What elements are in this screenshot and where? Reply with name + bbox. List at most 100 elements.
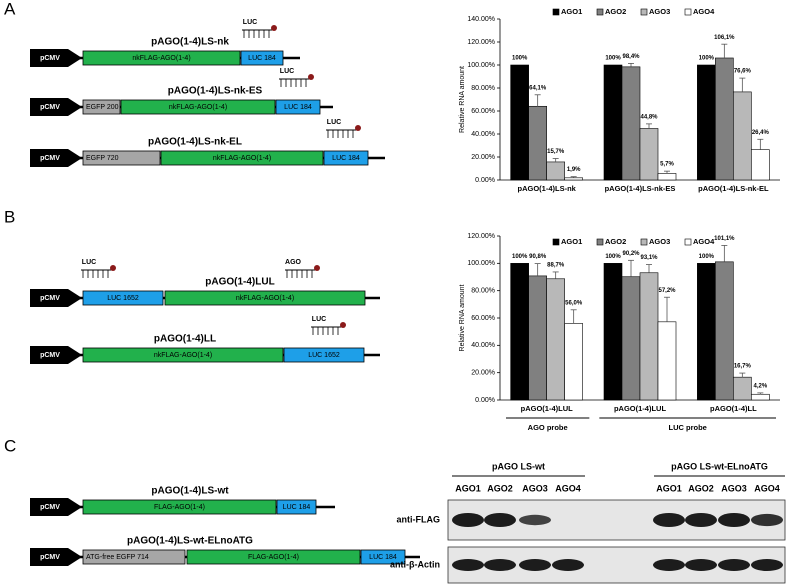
element-label: LUC 184 [332,155,360,162]
x-tick-label: pAGO(1-4)LS-nk [517,184,576,193]
element-box [323,150,369,166]
legend-label: AGO4 [693,7,715,16]
value-label: 100% [512,254,528,260]
element-box [82,99,121,115]
promoter-arrow [30,98,82,116]
construct-name: pAGO(1-4)LS-nk-ES [168,86,263,97]
element-box [186,549,361,565]
probe-label: LUC [327,119,341,126]
value-label: 5,7% [660,162,674,168]
bar [510,64,529,181]
value-label: 4,2% [753,383,767,389]
value-label: 100% [699,254,715,260]
promoter-arrow [30,289,82,307]
bar [603,263,623,401]
row-label: anti-FLAG [397,514,441,524]
element-box [82,290,164,306]
element-box [160,150,324,166]
x-tick-label: pAGO(1-4)LUL [521,404,573,413]
bar [546,278,565,401]
x-tick-label: pAGO(1-4)LUL [614,404,666,413]
bar [621,276,641,401]
element-box [276,499,317,515]
bar [657,321,677,401]
promoter-label: pCMV [40,104,60,111]
promoter-label: pCMV [40,295,60,302]
element-label: LUC 1652 [308,352,340,359]
value-label: 64,1% [529,85,547,91]
bar [733,376,752,401]
construct-name: pAGO(1-4)LS-nk-EL [148,137,242,148]
element-label: nkFLAG-AGO(1-4) [169,104,227,111]
bar [564,177,583,181]
x-tick-label: pAGO(1-4)LS-nk-ES [605,184,676,193]
value-label: 100% [605,56,621,62]
band [653,559,685,571]
element-label: ATG-free EGFP 714 [86,554,149,561]
y-tick-label: 120.00% [467,233,495,240]
panel-label: C [4,436,16,455]
x-tick-label: pAGO(1-4)LL [710,404,757,413]
legend-label: AGO4 [693,237,715,246]
element-label: EGFP 200 [86,104,119,111]
y-tick-label: 20.00% [471,370,495,377]
lane-label: AGO2 [487,483,513,493]
value-label: 100% [699,56,715,62]
legend-swatch [596,238,604,246]
promoter-label: pCMV [40,352,60,359]
value-label: 90,2% [622,251,640,257]
band [452,513,484,527]
element-label: FLAG-AGO(1-4) [248,554,299,561]
probe-label: LUC [312,316,326,323]
promoter-arrow [30,498,82,516]
probe-label: LUC [280,68,294,75]
band [685,559,717,571]
bar [528,275,547,401]
promoter-arrow [30,548,82,566]
promoter-label: pCMV [40,554,60,561]
bar [603,64,623,181]
probe-label: AGO [285,259,302,266]
value-label: 76,6% [734,69,752,75]
element-label: FLAG-AGO(1-4) [154,504,205,511]
band [484,513,516,527]
value-label: 26,4% [752,130,770,136]
y-axis-label: Relative RNA amount [459,66,466,133]
bar [528,105,547,181]
probe-label-dot [314,265,320,271]
value-label: 93,1% [640,255,658,261]
lane-label: AGO3 [522,483,548,493]
construct-name: pAGO(1-4)LUL [205,277,274,288]
element-label: LUC 184 [283,504,311,511]
promoter-arrow [30,149,82,167]
y-tick-label: 60.00% [471,108,495,115]
band [751,513,783,527]
y-tick-label: 100.00% [467,260,495,267]
legend-swatch [596,8,604,16]
element-label: nkFLAG-AGO(1-4) [213,155,271,162]
value-label: 57,2% [658,288,676,294]
probe-label-dot [110,265,116,271]
bar [510,263,529,401]
value-label: 106,1% [714,35,735,41]
legend-swatch [552,238,560,246]
probe-label-dot [308,74,314,80]
legend-label: AGO3 [649,237,670,246]
lane-label: AGO1 [455,483,481,493]
y-axis-label: Relative RNA amount [459,284,466,351]
value-label: 1,9% [567,167,581,173]
band [718,513,750,527]
element-box [360,549,406,565]
lane-label: AGO3 [721,483,747,493]
band [751,559,783,571]
element-label: LUC 184 [248,55,276,62]
legend-swatch [684,238,692,246]
probe-label-dot [355,125,361,131]
value-label: 16,7% [734,364,752,370]
element-box [275,99,321,115]
element-box [82,347,284,363]
x-tick-label: pAGO(1-4)LS-nk-EL [698,184,769,193]
element-label: LUC 184 [369,554,397,561]
element-box [240,50,284,66]
